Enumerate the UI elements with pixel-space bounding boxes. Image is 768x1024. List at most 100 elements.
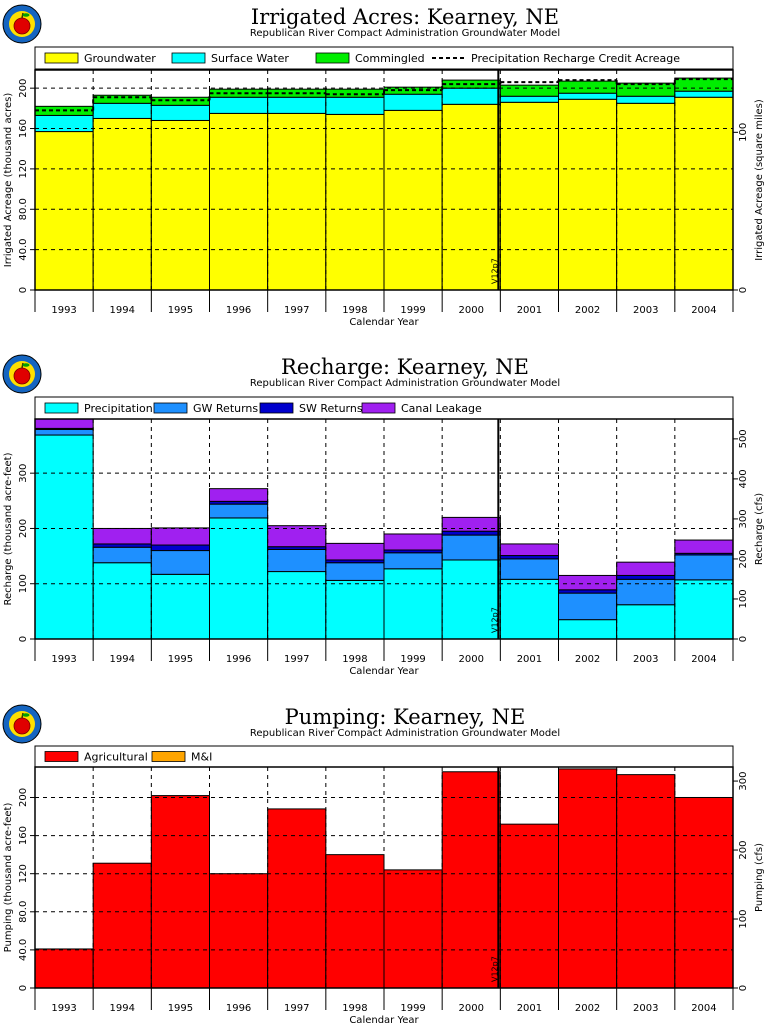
- bars: [34, 77, 734, 291]
- x-tick-label: 1994: [110, 305, 135, 316]
- bar-segment: [674, 90, 734, 98]
- x-tick-label: 2004: [691, 305, 716, 316]
- x-tick-label: 1999: [400, 305, 425, 316]
- y-axis-label: Recharge (thousand acre-feet): [3, 452, 14, 605]
- bar-segment: [34, 114, 94, 133]
- x-tick-label: 1996: [226, 1003, 251, 1014]
- bar-segment: [209, 112, 269, 291]
- x-tick-label: 1997: [284, 654, 309, 665]
- y2-axis-label: Recharge (cfs): [754, 493, 765, 565]
- chart-subtitle: Republican River Compact Administration …: [250, 728, 560, 739]
- y2-tick-label: 400: [738, 469, 749, 488]
- x-tick-label: 2003: [633, 305, 658, 316]
- x-axis-label: Calendar Year: [349, 317, 419, 328]
- bar-segment: [34, 429, 94, 436]
- apple-leaf: [22, 13, 30, 17]
- x-tick-label: 1996: [226, 654, 251, 665]
- y-tick-label: 0: [18, 636, 29, 642]
- bar-segment: [325, 579, 385, 640]
- bar-segment: [34, 418, 94, 429]
- bar-segment: [558, 92, 618, 100]
- x-tick-label: 1999: [400, 654, 425, 665]
- bar-segment: [325, 562, 385, 581]
- bar-segment: [499, 578, 560, 640]
- y-axis-label: Pumping (thousand acre-feet): [3, 803, 14, 953]
- bar-segment: [674, 539, 734, 554]
- bar-segment: [499, 95, 560, 103]
- x-tick-label: 2004: [691, 654, 716, 665]
- version-marker-label: V12p7: [490, 956, 499, 982]
- legend-label: Canal Leakage: [401, 402, 482, 415]
- legend-swatch: [259, 402, 294, 414]
- bar-segment: [150, 104, 210, 121]
- chart-title: Recharge: Kearney, NE: [281, 355, 529, 379]
- legend-label: Commingled: [355, 52, 425, 65]
- y2-tick-label: 0: [738, 985, 749, 991]
- bar-segment: [209, 517, 269, 640]
- legend-swatch: [361, 402, 396, 414]
- x-tick-label: 1998: [342, 305, 367, 316]
- x-tick-label: 1997: [284, 1003, 309, 1014]
- bar-segment: [267, 808, 327, 989]
- y-tick-label: 200: [18, 79, 29, 98]
- x-tick-label: 1993: [51, 1003, 76, 1014]
- legend-swatch: [44, 402, 79, 414]
- bar-segment: [441, 534, 501, 561]
- y-tick-label: 200: [18, 519, 29, 538]
- bar-segment: [616, 574, 676, 580]
- legend-swatch: [151, 751, 186, 762]
- grid: [35, 767, 733, 988]
- bar-segment: [558, 592, 618, 621]
- bar-segment: [92, 862, 152, 989]
- legend-label: GW Returns: [193, 402, 258, 415]
- y2-tick-label: 100: [738, 589, 749, 608]
- bar-segment: [92, 562, 152, 640]
- bar-segment: [383, 869, 443, 989]
- version-marker-label: V12p7: [490, 258, 499, 284]
- bar-segment: [150, 96, 210, 106]
- bar-segment: [383, 552, 443, 570]
- y-axis-label: Irrigated Acreage (thousand acres): [3, 93, 14, 268]
- apple-stem: [21, 712, 24, 719]
- bar-segment: [558, 574, 618, 591]
- x-tick-label: 2001: [517, 654, 542, 665]
- chart-title: Pumping: Kearney, NE: [285, 705, 526, 729]
- x-tick-label: 2001: [517, 1003, 542, 1014]
- bar-segment: [558, 768, 618, 989]
- bar-segment: [92, 117, 152, 291]
- bar-segment: [92, 527, 152, 545]
- bar-segment: [325, 542, 385, 561]
- y-tick-label: 0: [18, 985, 29, 991]
- bar-segment: [267, 112, 327, 291]
- bar-segment: [499, 823, 560, 989]
- bar-segment: [267, 525, 327, 548]
- y-tick-label: 40.0: [18, 939, 29, 961]
- bar-segment: [674, 579, 734, 640]
- x-tick-label: 1994: [110, 1003, 135, 1014]
- bar-segment: [499, 101, 560, 291]
- apple-icon: [13, 17, 31, 35]
- x-tick-label: 1995: [168, 654, 193, 665]
- x-tick-label: 2000: [459, 654, 484, 665]
- legend-swatch: [171, 52, 206, 64]
- x-tick-label: 2000: [459, 1003, 484, 1014]
- apple-stem: [21, 12, 24, 19]
- x-tick-label: 1993: [51, 305, 76, 316]
- bar-segment: [674, 796, 734, 989]
- apple-leaf: [22, 363, 30, 367]
- bar-segment: [616, 774, 676, 989]
- x-tick-label: 2003: [633, 654, 658, 665]
- apple-stem: [21, 362, 24, 369]
- bar-segment: [209, 96, 269, 114]
- y2-tick-label: 500: [738, 429, 749, 448]
- y2-tick-label: 100: [738, 909, 749, 928]
- bar-segment: [325, 88, 385, 98]
- bar-segment: [383, 109, 443, 291]
- bar-segment: [499, 558, 560, 580]
- bar-segment: [441, 530, 501, 536]
- bar-segment: [267, 571, 327, 640]
- legend-label: Groundwater: [84, 52, 156, 65]
- bar-segment: [267, 96, 327, 114]
- x-tick-label: 1998: [342, 1003, 367, 1014]
